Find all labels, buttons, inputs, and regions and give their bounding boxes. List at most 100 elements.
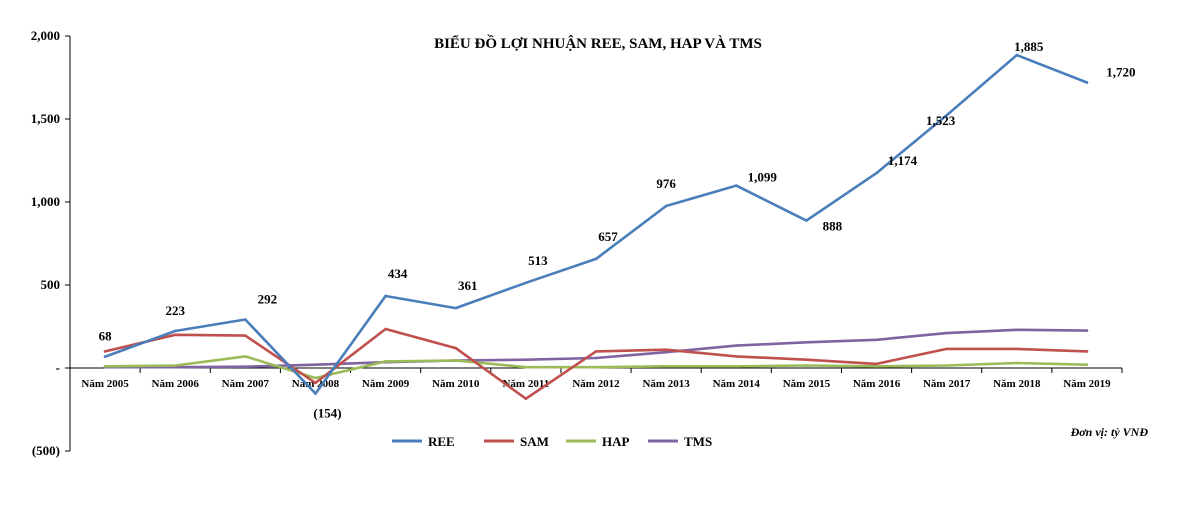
data-point-hap <box>1015 361 1019 365</box>
data-point-sam <box>664 348 668 352</box>
data-label-ree: 1,099 <box>748 170 778 185</box>
series-line-tms <box>103 328 1089 369</box>
x-tick-label: Năm 2019 <box>1063 378 1111 390</box>
legend-label: REE <box>428 434 455 449</box>
data-point-hap <box>1085 363 1089 366</box>
x-tick-label: Năm 2016 <box>853 378 901 390</box>
data-point-tms <box>314 363 317 366</box>
axes-group: 2,000 1,500 1,000 500 - (500) Năm 2005 Năm 2006… <box>31 28 1123 458</box>
data-point-hap <box>314 376 317 380</box>
data-point-tms <box>524 358 528 362</box>
y-tick-label: 2,000 <box>31 28 60 43</box>
chart-title: BIỂU ĐỒ LỢI NHUẬN REE, SAM, HAP VÀ TMS <box>434 34 762 52</box>
unit-note: Đơn vị: tỷ VNĐ <box>1070 425 1149 439</box>
data-point-hap <box>664 365 668 368</box>
data-point-ree <box>314 392 317 395</box>
data-point-hap <box>103 365 107 368</box>
y-tick-label: 1,500 <box>31 111 60 126</box>
data-label-ree: 223 <box>165 303 185 318</box>
data-label-ree: 1,720 <box>1106 64 1135 79</box>
data-point-hap <box>454 359 458 362</box>
data-point-tms <box>945 331 948 335</box>
data-point-ree <box>734 184 738 187</box>
data-point-sam <box>734 355 738 358</box>
data-point-sam <box>524 397 528 401</box>
data-point-tms <box>805 340 808 344</box>
data-point-ree <box>103 355 107 359</box>
data-point-tms <box>875 338 878 342</box>
data-point-ree <box>805 219 808 222</box>
legend-label: HAP <box>602 434 630 449</box>
data-point-hap <box>244 355 247 358</box>
data-point-tms <box>734 344 738 347</box>
data-point-hap <box>524 365 528 369</box>
data-label-ree: 657 <box>598 229 618 244</box>
data-point-tms <box>1085 329 1089 332</box>
data-point-sam <box>594 350 598 353</box>
series-group <box>103 53 1089 401</box>
x-tick-label: Năm 2005 <box>81 378 129 390</box>
data-point-ree <box>454 306 458 310</box>
data-point-ree <box>945 113 948 117</box>
data-label-ree: 1,885 <box>1014 39 1044 54</box>
data-point-ree <box>1015 53 1019 57</box>
data-point-sam <box>875 362 878 366</box>
x-tick-label: Năm 2009 <box>362 378 410 390</box>
legend-item-ree: REE <box>392 434 455 449</box>
data-point-sam <box>945 347 948 351</box>
data-point-sam <box>1085 350 1089 353</box>
data-point-ree <box>524 281 528 285</box>
x-tick-label: Năm 2010 <box>432 378 480 390</box>
x-tick-label: Năm 2017 <box>923 378 971 390</box>
data-point-hap <box>734 365 738 368</box>
data-point-tms <box>1015 328 1019 332</box>
data-point-tms <box>594 356 598 360</box>
data-label-ree: 434 <box>388 266 408 281</box>
legend-label: TMS <box>684 434 712 449</box>
x-tick-label: Năm 2015 <box>783 378 831 390</box>
y-tick-label: (500) <box>32 443 60 458</box>
y-tick-label: 500 <box>41 277 61 292</box>
data-point-sam <box>173 333 177 337</box>
x-tick-label: Năm 2011 <box>502 378 549 390</box>
legend-item-sam: SAM <box>484 434 549 449</box>
data-point-sam <box>1015 347 1019 351</box>
data-label-ree: 68 <box>99 329 113 344</box>
data-point-hap <box>805 364 808 367</box>
x-tick-label: Năm 2007 <box>222 378 270 390</box>
data-point-ree <box>244 318 247 321</box>
data-labels-group: 68 223 292 (154) 434 361 513 657 976 1,099 888 1,17… <box>99 39 1136 420</box>
series-line-ree <box>103 53 1089 395</box>
x-tick-label: Năm 2012 <box>572 378 620 390</box>
data-point-hap <box>594 365 598 369</box>
x-tick-label: Năm 2006 <box>152 378 200 390</box>
data-point-ree <box>1085 81 1089 84</box>
legend-item-tms: TMS <box>648 434 712 449</box>
x-tick-label: Năm 2018 <box>993 378 1041 390</box>
data-point-hap <box>384 360 387 363</box>
data-label-ree: 1,174 <box>888 153 918 168</box>
data-label-ree: (154) <box>313 406 341 421</box>
data-point-sam <box>103 350 107 353</box>
legend: REE SAM HAP TMS <box>392 434 712 449</box>
data-point-hap <box>875 365 878 368</box>
data-point-hap <box>173 364 177 367</box>
data-point-ree <box>594 257 598 261</box>
data-label-ree: 1,523 <box>926 113 956 128</box>
data-point-hap <box>945 364 948 367</box>
data-point-sam <box>384 327 387 331</box>
data-label-ree: 976 <box>656 176 676 191</box>
data-point-ree <box>384 294 387 298</box>
data-point-tms <box>664 350 668 354</box>
legend-item-hap: HAP <box>566 434 630 449</box>
data-point-ree <box>173 329 177 333</box>
data-point-sam <box>244 334 247 337</box>
data-point-ree <box>875 171 878 175</box>
y-tick-label: 1,000 <box>31 194 60 209</box>
data-label-ree: 361 <box>458 278 478 293</box>
data-label-ree: 292 <box>258 292 278 307</box>
y-tick-label: - <box>56 360 60 375</box>
legend-label: SAM <box>520 434 549 449</box>
